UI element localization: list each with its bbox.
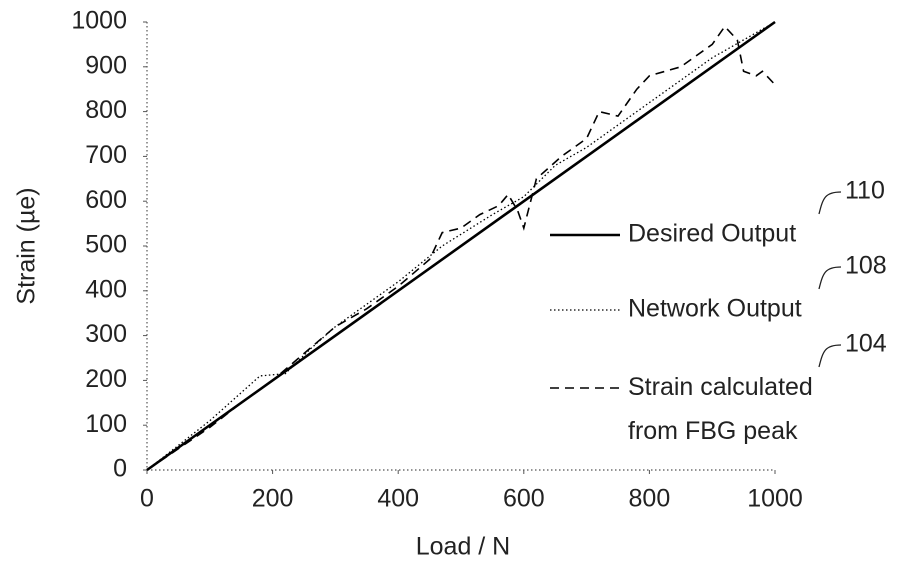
data-line bbox=[146, 25, 776, 471]
x-tick-label: 400 bbox=[377, 485, 419, 513]
legend-label: Network Output bbox=[628, 295, 802, 323]
annotation: 104 bbox=[845, 330, 887, 358]
y-tick-label: 600 bbox=[85, 186, 127, 214]
annotation: 108 bbox=[845, 252, 887, 280]
y-tick-label: 100 bbox=[85, 410, 127, 438]
y-tick-label: 800 bbox=[85, 96, 127, 124]
y-tick-label: 700 bbox=[85, 141, 127, 169]
x-tick-label: 0 bbox=[140, 485, 154, 513]
y-tick-label: 300 bbox=[85, 320, 127, 348]
y-axis-title: Strain (µe) bbox=[13, 187, 41, 304]
x-axis-title: Load / N bbox=[416, 533, 511, 561]
legend-label: Strain calculated from FBG peak bbox=[628, 373, 813, 445]
y-tick-label: 200 bbox=[85, 365, 127, 393]
x-tick-label: 200 bbox=[252, 485, 294, 513]
annotation: 110 bbox=[845, 177, 885, 205]
x-tick-label: 1000 bbox=[747, 485, 803, 513]
y-tick-label: 500 bbox=[85, 231, 127, 259]
leader-line bbox=[818, 266, 842, 290]
x-tick-label: 800 bbox=[629, 485, 671, 513]
y-tick-label: 900 bbox=[85, 51, 127, 79]
legend-label: Desired Output bbox=[628, 220, 796, 248]
leader-line bbox=[818, 344, 842, 368]
y-tick-label: 1000 bbox=[71, 7, 127, 35]
y-tick-label: 0 bbox=[113, 455, 127, 483]
y-tick-label: 400 bbox=[85, 275, 127, 303]
x-tick-label: 600 bbox=[503, 485, 545, 513]
leader-line bbox=[818, 191, 842, 215]
